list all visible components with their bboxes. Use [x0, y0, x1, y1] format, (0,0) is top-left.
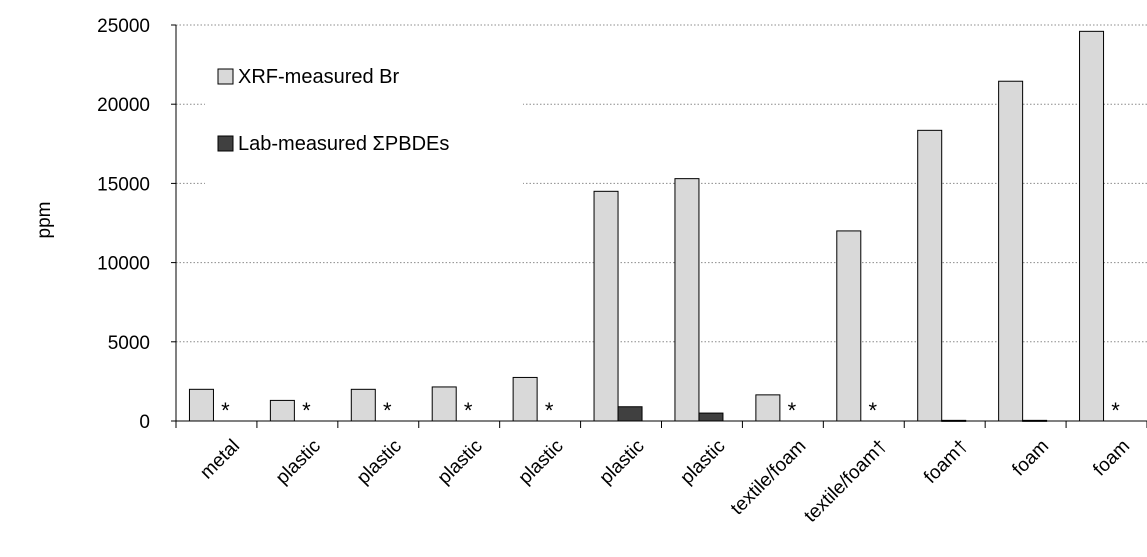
y-tick-label: 20000: [97, 95, 150, 116]
bar-xrf: [998, 80, 1024, 422]
y-tick-label: 25000: [97, 16, 150, 37]
bar-xrf: [512, 376, 538, 422]
bar-xrf: [350, 388, 376, 422]
legend-background: [205, 63, 523, 193]
x-axis: metal plastic plastic plastic plastic plastic…: [175, 420, 1147, 527]
bar-xrf: [1079, 30, 1105, 422]
bar-xrf: [431, 386, 457, 422]
legend-swatch-xrf: [217, 68, 234, 85]
x-category-label: foam: [1008, 436, 1053, 481]
below-detection-marker: *: [464, 398, 473, 423]
y-tick-label: 5000: [108, 333, 150, 354]
below-detection-marker: *: [221, 398, 230, 423]
below-detection-marker: *: [869, 398, 878, 423]
x-category-label: textile/foam†: [800, 436, 891, 527]
x-category-label: plastic: [596, 436, 649, 489]
y-tick-label: 15000: [97, 174, 150, 195]
below-detection-marker: *: [383, 398, 392, 423]
y-tick-label: 0: [139, 412, 150, 433]
bar-xrf: [674, 178, 700, 422]
x-category-label: textile/foam: [727, 436, 811, 520]
x-category-label: plastic: [353, 436, 406, 489]
bar-xrf: [836, 230, 862, 422]
below-detection-marker: *: [788, 398, 797, 423]
bar-pbde: [698, 412, 724, 422]
x-category-label: plastic: [272, 436, 325, 489]
x-category-label: foam†: [920, 436, 972, 488]
y-axis-title: ppm: [34, 202, 55, 239]
x-category-label: metal: [196, 436, 244, 484]
bar-xrf: [593, 190, 619, 422]
legend: XRF-measured Br Lab-measured ΣPBDEs: [205, 63, 523, 193]
bar-pbde: [617, 406, 643, 422]
x-category-label: plastic: [677, 436, 730, 489]
bar-xrf: [755, 394, 781, 422]
below-detection-marker: *: [302, 398, 311, 423]
below-detection-marker: *: [1111, 398, 1120, 423]
legend-swatch-pbde: [217, 135, 234, 152]
bar-xrf: [917, 129, 943, 422]
bar-xrf: [269, 399, 295, 422]
bar-xrf: [188, 388, 214, 422]
legend-label-pbde: Lab-measured ΣPBDEs: [238, 133, 449, 155]
x-category-label: foam: [1089, 436, 1134, 481]
x-category-label: plastic: [515, 436, 568, 489]
y-axis: 0 5000 10000 15000 20000 25000: [97, 16, 177, 433]
legend-label-xrf: XRF-measured Br: [238, 66, 399, 88]
bars: * * * * * * * *: [188, 30, 1120, 423]
y-tick-label: 10000: [97, 254, 150, 275]
below-detection-marker: *: [545, 398, 554, 423]
x-category-label: plastic: [434, 436, 487, 489]
